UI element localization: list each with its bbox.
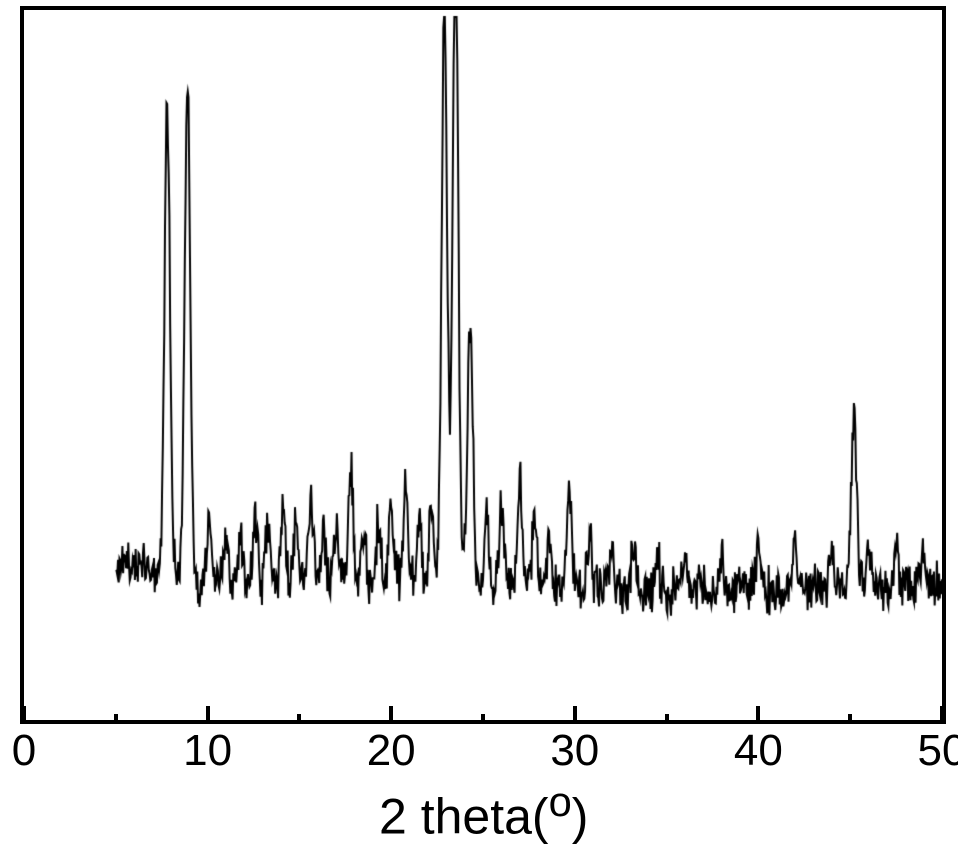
x-tick-label: 10 (183, 726, 232, 776)
x-tick-mark (297, 714, 301, 724)
chart-container: 01020304050 2 theta(o) (0, 0, 958, 839)
x-tick-label: 40 (734, 726, 783, 776)
x-tick-label: 50 (918, 726, 958, 776)
x-tick-label: 30 (550, 726, 599, 776)
xrd-pattern-canvas (24, 10, 942, 720)
x-tick-mark (573, 706, 577, 724)
x-tick-mark (22, 706, 26, 724)
x-tick-mark (389, 706, 393, 724)
x-tick-mark (756, 706, 760, 724)
plot-area (20, 6, 946, 724)
x-tick-mark (114, 714, 118, 724)
x-tick-label: 20 (367, 726, 416, 776)
x-tick-mark (940, 706, 944, 724)
x-tick-label: 0 (12, 726, 36, 776)
x-tick-mark (481, 714, 485, 724)
x-axis-label: 2 theta(o) (379, 778, 588, 846)
x-tick-mark (206, 706, 210, 724)
x-tick-mark (665, 714, 669, 724)
x-tick-mark (848, 714, 852, 724)
